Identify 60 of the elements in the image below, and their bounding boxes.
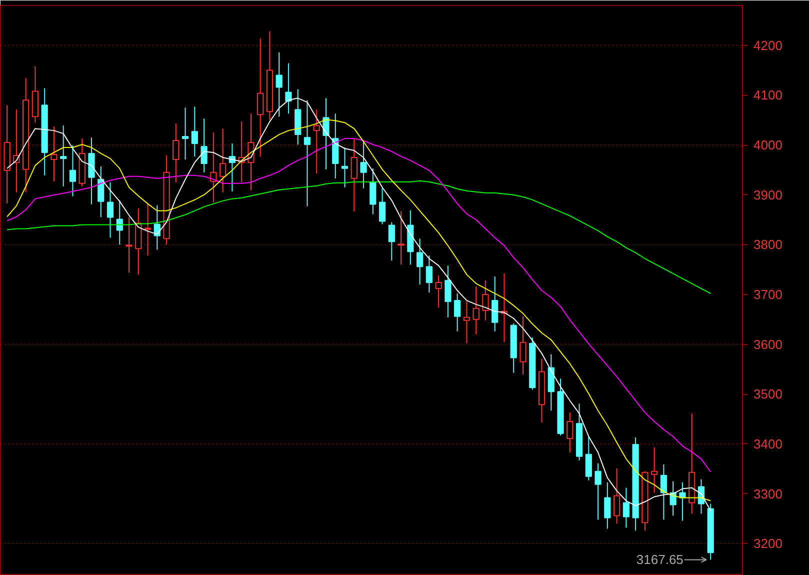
candlestick <box>378 188 386 225</box>
candlestick <box>60 125 67 187</box>
candlestick <box>482 280 489 321</box>
candlestick <box>604 482 611 530</box>
y-tick-label: 3300 <box>754 486 782 502</box>
candlestick <box>622 487 630 528</box>
candlestick <box>585 436 592 481</box>
candlestick <box>360 140 367 189</box>
candlestick <box>191 106 198 157</box>
candlestick <box>594 462 602 520</box>
candlestick <box>492 276 498 332</box>
y-tick-label: 4000 <box>754 138 782 153</box>
candlestick <box>613 468 620 524</box>
y-tick-label: 3400 <box>754 436 782 452</box>
candlestick <box>388 222 395 262</box>
candlestick <box>144 202 152 256</box>
y-tick-label: 3700 <box>754 286 782 302</box>
candlestick <box>444 265 452 318</box>
candlestick <box>426 255 433 293</box>
candlestick <box>350 138 358 212</box>
candlestick <box>313 109 320 174</box>
candlestick <box>304 100 311 207</box>
candlestick <box>276 52 282 118</box>
candlestick <box>220 128 226 193</box>
candlestick <box>548 354 554 412</box>
candlestick <box>435 275 442 308</box>
y-tick-label: 4200 <box>754 38 782 53</box>
candlestick <box>285 62 292 114</box>
candlestick <box>172 123 180 183</box>
candlestick <box>248 113 254 191</box>
candlestick <box>69 145 76 197</box>
candlestick <box>454 292 461 332</box>
candlestick <box>88 137 95 205</box>
candlestick <box>210 132 217 203</box>
candlestick <box>370 168 376 215</box>
candlestick <box>398 210 404 266</box>
candlestick <box>257 38 264 157</box>
y-tick-label: 3800 <box>754 237 782 252</box>
y-tick-label: 3200 <box>754 536 782 552</box>
annotation: 3167.65 <box>636 552 684 568</box>
candlestick <box>566 412 574 453</box>
candlestick <box>660 464 668 520</box>
candlestick <box>651 446 658 494</box>
y-tick-label: 3900 <box>754 187 782 202</box>
candlestick <box>106 182 114 238</box>
candlestick <box>322 98 330 170</box>
candlestick <box>126 216 132 274</box>
candlestick <box>200 118 208 173</box>
candlestick <box>341 147 348 188</box>
candlestick <box>50 126 58 182</box>
candlestick <box>416 238 424 286</box>
candlestick <box>98 166 104 218</box>
y-tick-label: 4100 <box>754 88 782 103</box>
candlestick <box>182 107 189 160</box>
candlestick <box>463 300 470 344</box>
y-tick-label: 3600 <box>754 336 782 352</box>
y-tick-label: 3500 <box>754 386 782 402</box>
candlestick <box>472 286 480 335</box>
line-series <box>6 180 712 294</box>
candlestick <box>520 316 526 376</box>
